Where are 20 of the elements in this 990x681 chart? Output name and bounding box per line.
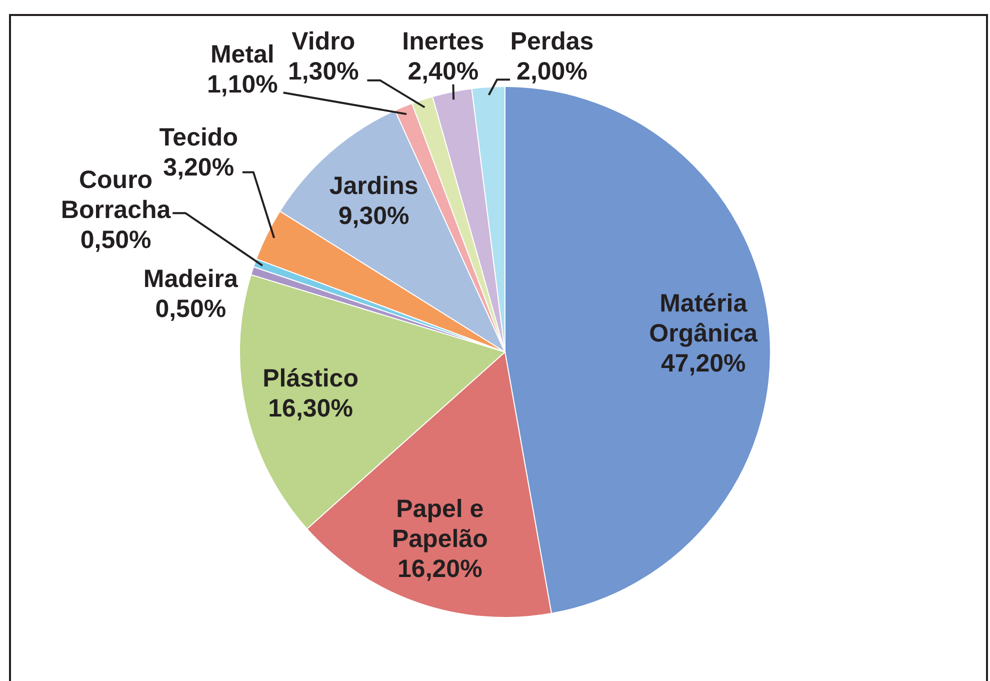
data-label: 2,40% (408, 57, 479, 86)
slice-label: Vidro (292, 27, 356, 56)
slice-label: Tecido (159, 123, 238, 152)
data-label: 0,50% (80, 226, 152, 254)
data-label: 16,20% (398, 555, 482, 584)
slice-label: Metal (210, 40, 274, 68)
slice-label: Jardins (329, 172, 418, 200)
data-label: 0,50% (155, 295, 226, 324)
slice-label: Madeira (143, 265, 239, 294)
data-label: 1,10% (206, 70, 278, 98)
slice-label: Inertes (402, 27, 484, 56)
slice-label: Plástico (262, 364, 358, 393)
data-label: 9,30% (338, 202, 410, 230)
data-label: 47,20% (660, 349, 746, 378)
data-label: 1,30% (288, 57, 359, 86)
data-label: 16,30% (268, 394, 353, 423)
slice-label: Matéria Orgânica (649, 289, 759, 348)
slice-label: Papel e Papelão (392, 495, 488, 554)
data-label: 2,00% (516, 57, 588, 86)
slice-label: Perdas (510, 27, 594, 56)
